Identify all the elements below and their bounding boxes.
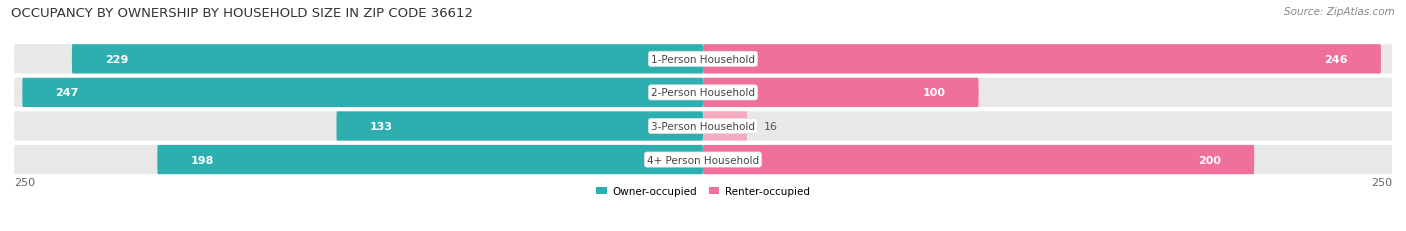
Text: Source: ZipAtlas.com: Source: ZipAtlas.com xyxy=(1284,7,1395,17)
FancyBboxPatch shape xyxy=(336,112,703,141)
FancyBboxPatch shape xyxy=(14,45,1392,74)
FancyBboxPatch shape xyxy=(703,79,979,108)
FancyBboxPatch shape xyxy=(703,112,747,141)
Text: 2-Person Household: 2-Person Household xyxy=(651,88,755,98)
Text: 200: 200 xyxy=(1198,155,1220,165)
Legend: Owner-occupied, Renter-occupied: Owner-occupied, Renter-occupied xyxy=(596,186,810,196)
Text: 3-Person Household: 3-Person Household xyxy=(651,122,755,131)
FancyBboxPatch shape xyxy=(14,112,1392,141)
Text: 198: 198 xyxy=(190,155,214,165)
FancyBboxPatch shape xyxy=(703,45,1381,74)
Text: 246: 246 xyxy=(1324,55,1348,64)
Text: 247: 247 xyxy=(55,88,79,98)
Text: 133: 133 xyxy=(370,122,392,131)
Text: 1-Person Household: 1-Person Household xyxy=(651,55,755,64)
FancyBboxPatch shape xyxy=(22,79,703,108)
Text: 100: 100 xyxy=(922,88,945,98)
Text: 4+ Person Household: 4+ Person Household xyxy=(647,155,759,165)
FancyBboxPatch shape xyxy=(14,145,1392,174)
Text: 250: 250 xyxy=(14,177,35,187)
Text: 250: 250 xyxy=(1371,177,1392,187)
FancyBboxPatch shape xyxy=(14,79,1392,108)
FancyBboxPatch shape xyxy=(157,145,703,174)
FancyBboxPatch shape xyxy=(72,45,703,74)
Text: 16: 16 xyxy=(763,122,778,131)
FancyBboxPatch shape xyxy=(703,145,1254,174)
Text: OCCUPANCY BY OWNERSHIP BY HOUSEHOLD SIZE IN ZIP CODE 36612: OCCUPANCY BY OWNERSHIP BY HOUSEHOLD SIZE… xyxy=(11,7,474,20)
Text: 229: 229 xyxy=(105,55,128,64)
